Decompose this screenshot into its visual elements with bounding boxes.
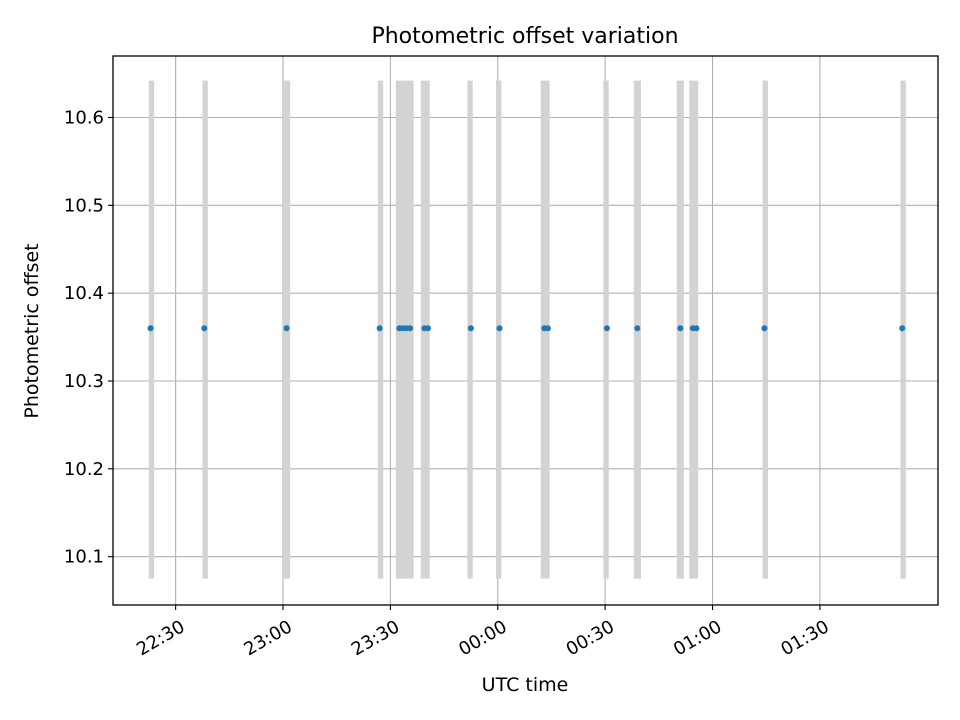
x-axis-label: UTC time (482, 674, 569, 696)
y-axis-label: Photometric offset (21, 243, 43, 418)
data-point (634, 325, 641, 332)
data-point (147, 325, 154, 332)
y-tick-label: 10.1 (64, 547, 104, 568)
data-point (467, 325, 474, 332)
data-point (677, 325, 684, 332)
data-point (693, 325, 700, 332)
y-axis: 10.1 10.2 10.3 10.4 10.5 10.6 (64, 107, 113, 568)
plot-frame (112, 55, 939, 606)
data-point (761, 325, 768, 332)
data-point (899, 325, 906, 332)
data-point (424, 325, 431, 332)
plot-area (113, 56, 938, 605)
data-point (376, 325, 383, 332)
y-tick-label: 10.5 (64, 195, 104, 216)
data-points (147, 325, 906, 332)
data-point (603, 325, 610, 332)
y-tick-label: 10.2 (64, 459, 104, 480)
data-point (407, 325, 414, 332)
data-point (201, 325, 208, 332)
chart-title: Photometric offset variation (371, 24, 678, 49)
data-point (544, 325, 551, 332)
data-point (496, 325, 503, 332)
y-tick-label: 10.6 (64, 107, 104, 128)
y-tick-label: 10.4 (64, 283, 104, 304)
data-point (283, 325, 290, 332)
y-tick-label: 10.3 (64, 371, 104, 392)
